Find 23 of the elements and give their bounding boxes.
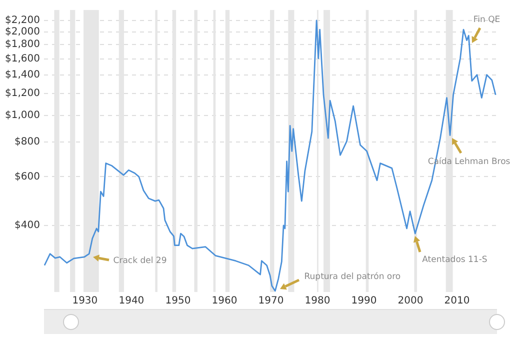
x-tick-label: 1940 bbox=[118, 296, 144, 307]
y-tick-label: $1,800 bbox=[5, 39, 40, 50]
y-tick-label: $2,200 bbox=[5, 15, 40, 26]
y-tick-label: $2,000 bbox=[5, 26, 40, 38]
y-tick-label: $1,400 bbox=[5, 69, 40, 80]
x-tick-label: 2010 bbox=[444, 296, 470, 307]
y-tick-label: $600 bbox=[14, 171, 40, 182]
x-tick-label: 1990 bbox=[351, 296, 377, 307]
y-tick-label: $1,200 bbox=[5, 88, 40, 99]
y-tick-label: $1,600 bbox=[5, 53, 40, 64]
annotation: Atentados 11-S bbox=[422, 255, 488, 266]
y-tick-label: $1,000 bbox=[5, 110, 40, 121]
x-tick-label: 1960 bbox=[212, 296, 238, 307]
annotation: Crack del 29 bbox=[113, 256, 167, 267]
x-tick-label: 2000 bbox=[398, 296, 424, 307]
annotation: Ruptura del patrón oro bbox=[304, 272, 401, 283]
y-tick-label: $800 bbox=[14, 136, 40, 148]
x-tick-label: 1950 bbox=[165, 296, 191, 307]
y-tick-label: $400 bbox=[14, 220, 40, 232]
annotation: Fin QE bbox=[473, 14, 500, 26]
x-tick-label: 1980 bbox=[304, 296, 330, 307]
x-tick-label: 1970 bbox=[258, 296, 284, 307]
x-tick-label: 1930 bbox=[72, 296, 98, 307]
